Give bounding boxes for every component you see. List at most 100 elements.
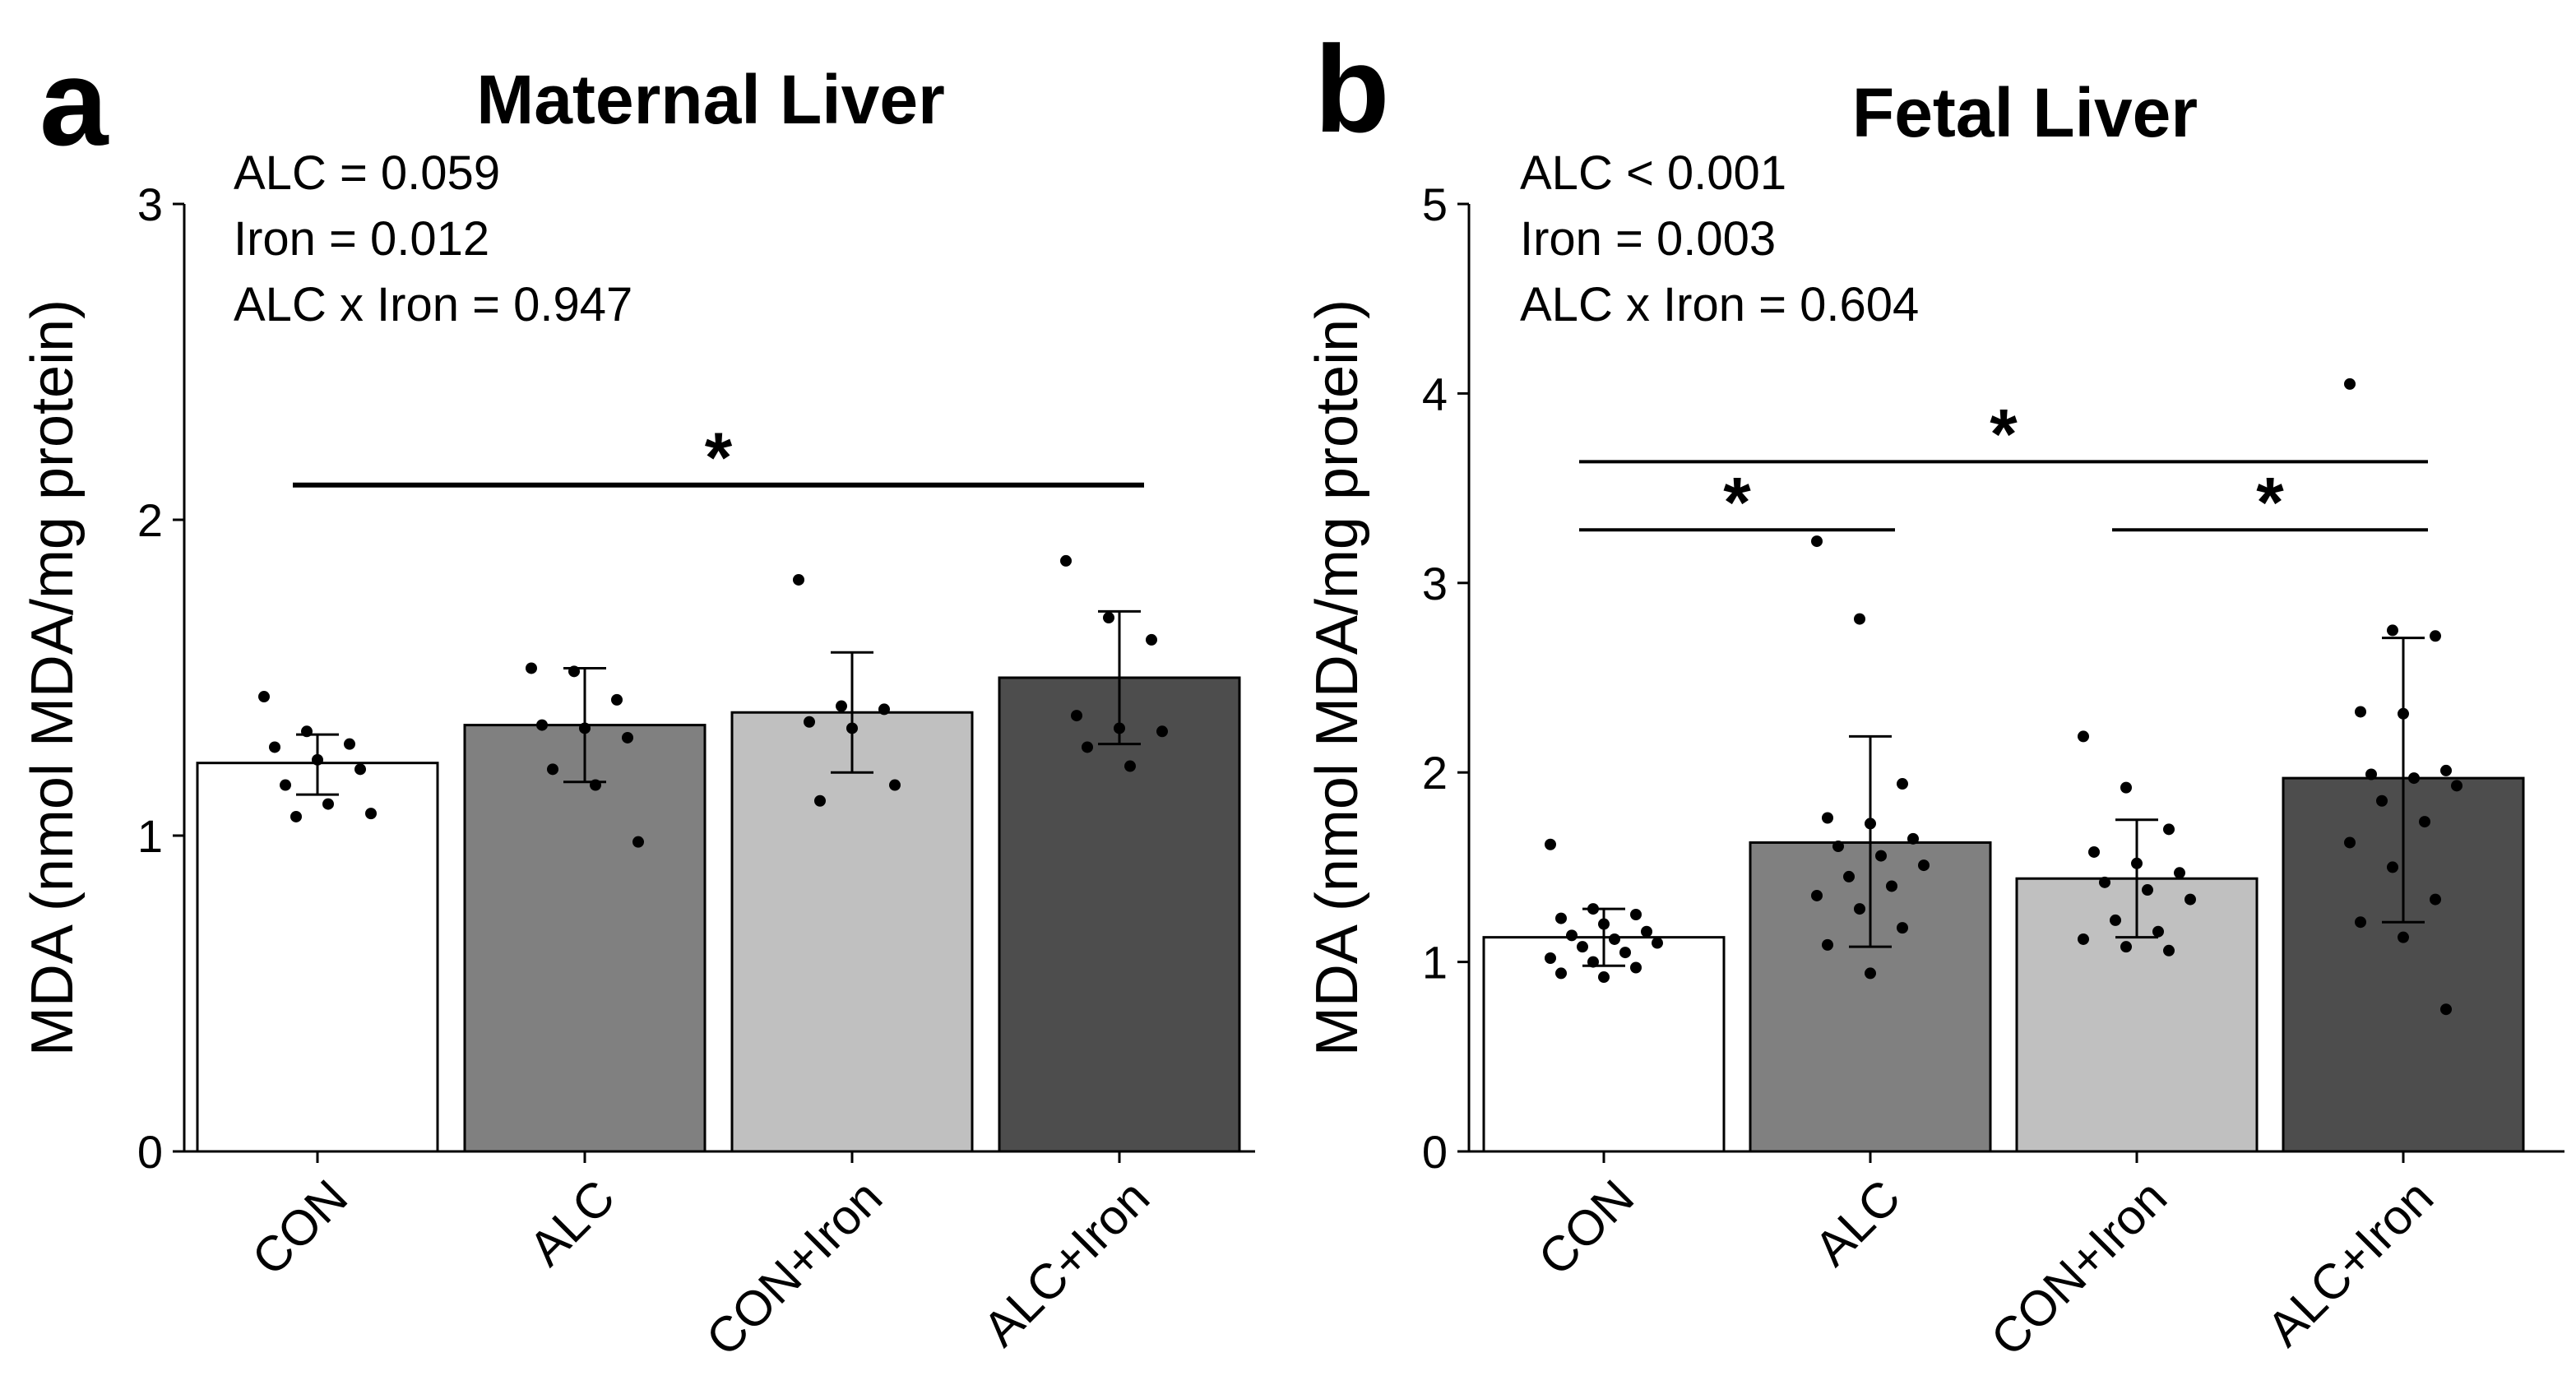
panel-b-point-0-13	[1630, 961, 1642, 974]
panel-a-bar-2	[730, 711, 974, 1153]
panel-b-point-3-13	[2430, 893, 2441, 906]
panel-b-point-2-2	[2163, 823, 2175, 836]
panel-b-y-axis-label: MDA (nmol MDA/mg protein)	[1304, 299, 1370, 1056]
panel-b-point-1-2	[1897, 778, 1908, 790]
panel-b-point-3-3	[2355, 706, 2366, 718]
panel-a-category-label-1: ALC	[518, 1170, 625, 1276]
panel-b-point-1-1	[1854, 613, 1865, 625]
panel-b-point-2-12	[2120, 941, 2132, 953]
panel-b-y-tick-label-2: 2	[1422, 747, 1448, 799]
panel-b-point-0-11	[1545, 952, 1556, 964]
panel-b-point-1-15	[1865, 967, 1876, 980]
panel-a-y-tick-label-0: 0	[137, 1126, 163, 1178]
panel-a-point-0-7	[322, 798, 334, 810]
panel-b-point-0-7	[1609, 933, 1620, 945]
panel-a-point-1-2	[611, 693, 623, 706]
panel-a-point-0-2	[344, 738, 355, 750]
panel-a-point-3-1	[1103, 612, 1114, 624]
panel-a-point-1-6	[547, 763, 558, 776]
panel-b-y-tick-label-1: 1	[1422, 937, 1448, 989]
panel-a-point-0-5	[354, 763, 366, 776]
panel-b-category-label-1: ALC	[1804, 1170, 1911, 1276]
panel-b-point-1-7	[1875, 850, 1887, 862]
panel-b-point-1-8	[1918, 859, 1930, 872]
panel-b-point-2-3	[2088, 845, 2100, 858]
panel-b-point-3-16	[2440, 1003, 2452, 1016]
panel-b-stat-1: Iron = 0.003	[1520, 212, 1776, 266]
panel-a-category-label-3: ALC+Iron	[972, 1170, 1160, 1357]
panel-a-bar-0	[196, 762, 439, 1153]
panel-b-point-2-9	[2110, 914, 2121, 926]
panel-b-significance-star-0: *	[1990, 395, 2018, 474]
panel-b-stat-2: ALC x Iron = 0.604	[1520, 278, 1919, 331]
panel-b-point-2-13	[2163, 944, 2175, 957]
panel-b-point-0-2	[1630, 909, 1642, 920]
panel-b-point-1-11	[1811, 889, 1823, 901]
panel-a-stat-0: ALC = 0.059	[234, 146, 500, 200]
panel-a-point-0-3	[269, 741, 280, 753]
panel-b-point-3-5	[2440, 764, 2452, 776]
panel-b-point-1-9	[1843, 870, 1855, 882]
panel-b-point-1-13	[1897, 922, 1908, 934]
panel-b-point-3-12	[2387, 861, 2398, 873]
panel-b-point-3-8	[2451, 780, 2462, 792]
panel-a-y-tick-label-3: 3	[137, 178, 163, 230]
panel-b-point-0-3	[1555, 912, 1567, 924]
panel-b-point-1-12	[1854, 903, 1865, 915]
panel-b-point-2-6	[2099, 876, 2110, 888]
panel-b-point-2-11	[2078, 933, 2089, 945]
panel-a-title: Maternal Liver	[476, 61, 945, 138]
panel-a-stat-2: ALC x Iron = 0.947	[234, 278, 632, 331]
panel-b-y-tick-label-4: 4	[1422, 368, 1448, 419]
panel-b-point-0-14	[1555, 967, 1567, 980]
panel-a-category-label-2: CON+Iron	[696, 1170, 893, 1367]
panel-b-stat-0: ALC < 0.001	[1520, 146, 1786, 200]
panel-a-bar-1	[463, 724, 707, 1153]
panel-b-point-1-0	[1811, 535, 1823, 548]
panel-b-point-1-10	[1886, 880, 1897, 892]
panel-b-point-3-9	[2376, 794, 2388, 807]
panel-b-point-1-6	[1832, 841, 1844, 853]
panel-b-title: Fetal Liver	[1852, 74, 2198, 151]
panel-a-point-1-8	[632, 836, 644, 848]
panel-a-y-axis-label: MDA (nmol MDA/mg protein)	[20, 299, 86, 1056]
panel-a-y-tick-label-1: 1	[137, 810, 163, 862]
panel-b-point-1-3	[1822, 812, 1833, 824]
panel-b-letter: b	[1314, 20, 1390, 158]
panel-a-point-3-6	[1082, 741, 1093, 753]
panel-a-point-1-0	[526, 662, 537, 674]
panel-b: b Fetal Liver MDA (nmol MDA/mg protein) A…	[1304, 20, 2564, 1366]
panel-b-point-1-14	[1822, 938, 1833, 951]
panel-b-y-tick-label-3: 3	[1422, 558, 1448, 609]
panel-b-point-3-1	[2387, 624, 2398, 637]
panel-a-point-0-0	[258, 691, 270, 703]
panel-a-point-3-2	[1146, 633, 1157, 646]
panel-a-point-2-6	[814, 794, 826, 807]
panel-b-point-2-0	[2078, 730, 2089, 743]
panel-a-point-2-3	[804, 716, 815, 728]
panel-b-y-tick-label-0: 0	[1422, 1126, 1448, 1178]
panel-a-point-3-5	[1156, 725, 1168, 738]
panel-a-point-3-3	[1071, 710, 1082, 722]
panel-b-y-tick-label-5: 5	[1422, 178, 1448, 230]
panel-a: a Maternal Liver MDA (nmol MDA/mg protei…	[20, 33, 1255, 1366]
panel-b-significance-star-1: *	[1723, 463, 1751, 542]
panel-b-point-3-6	[2365, 768, 2377, 781]
panel-b-point-0-8	[1652, 937, 1663, 949]
panel-b-category-label-2: CON+Iron	[1981, 1170, 2178, 1367]
panel-a-y-tick-label-2: 2	[137, 494, 163, 546]
panel-b-significance-star-2: *	[2256, 463, 2284, 542]
panel-a-point-1-3	[536, 719, 548, 731]
panel-a-point-2-1	[836, 700, 847, 712]
panel-b-point-2-8	[2185, 893, 2196, 906]
panel-b-point-3-0	[2344, 378, 2356, 390]
panel-b-point-0-15	[1598, 971, 1610, 984]
panel-b-point-0-10	[1619, 947, 1631, 959]
panel-a-point-1-5	[622, 731, 633, 743]
panel-a-letter: a	[39, 33, 109, 171]
panel-a-point-2-2	[878, 703, 890, 716]
panel-a-point-0-8	[365, 808, 377, 820]
panel-a-point-2-5	[889, 779, 901, 791]
panel-b-category-label-0: CON	[1528, 1170, 1645, 1286]
